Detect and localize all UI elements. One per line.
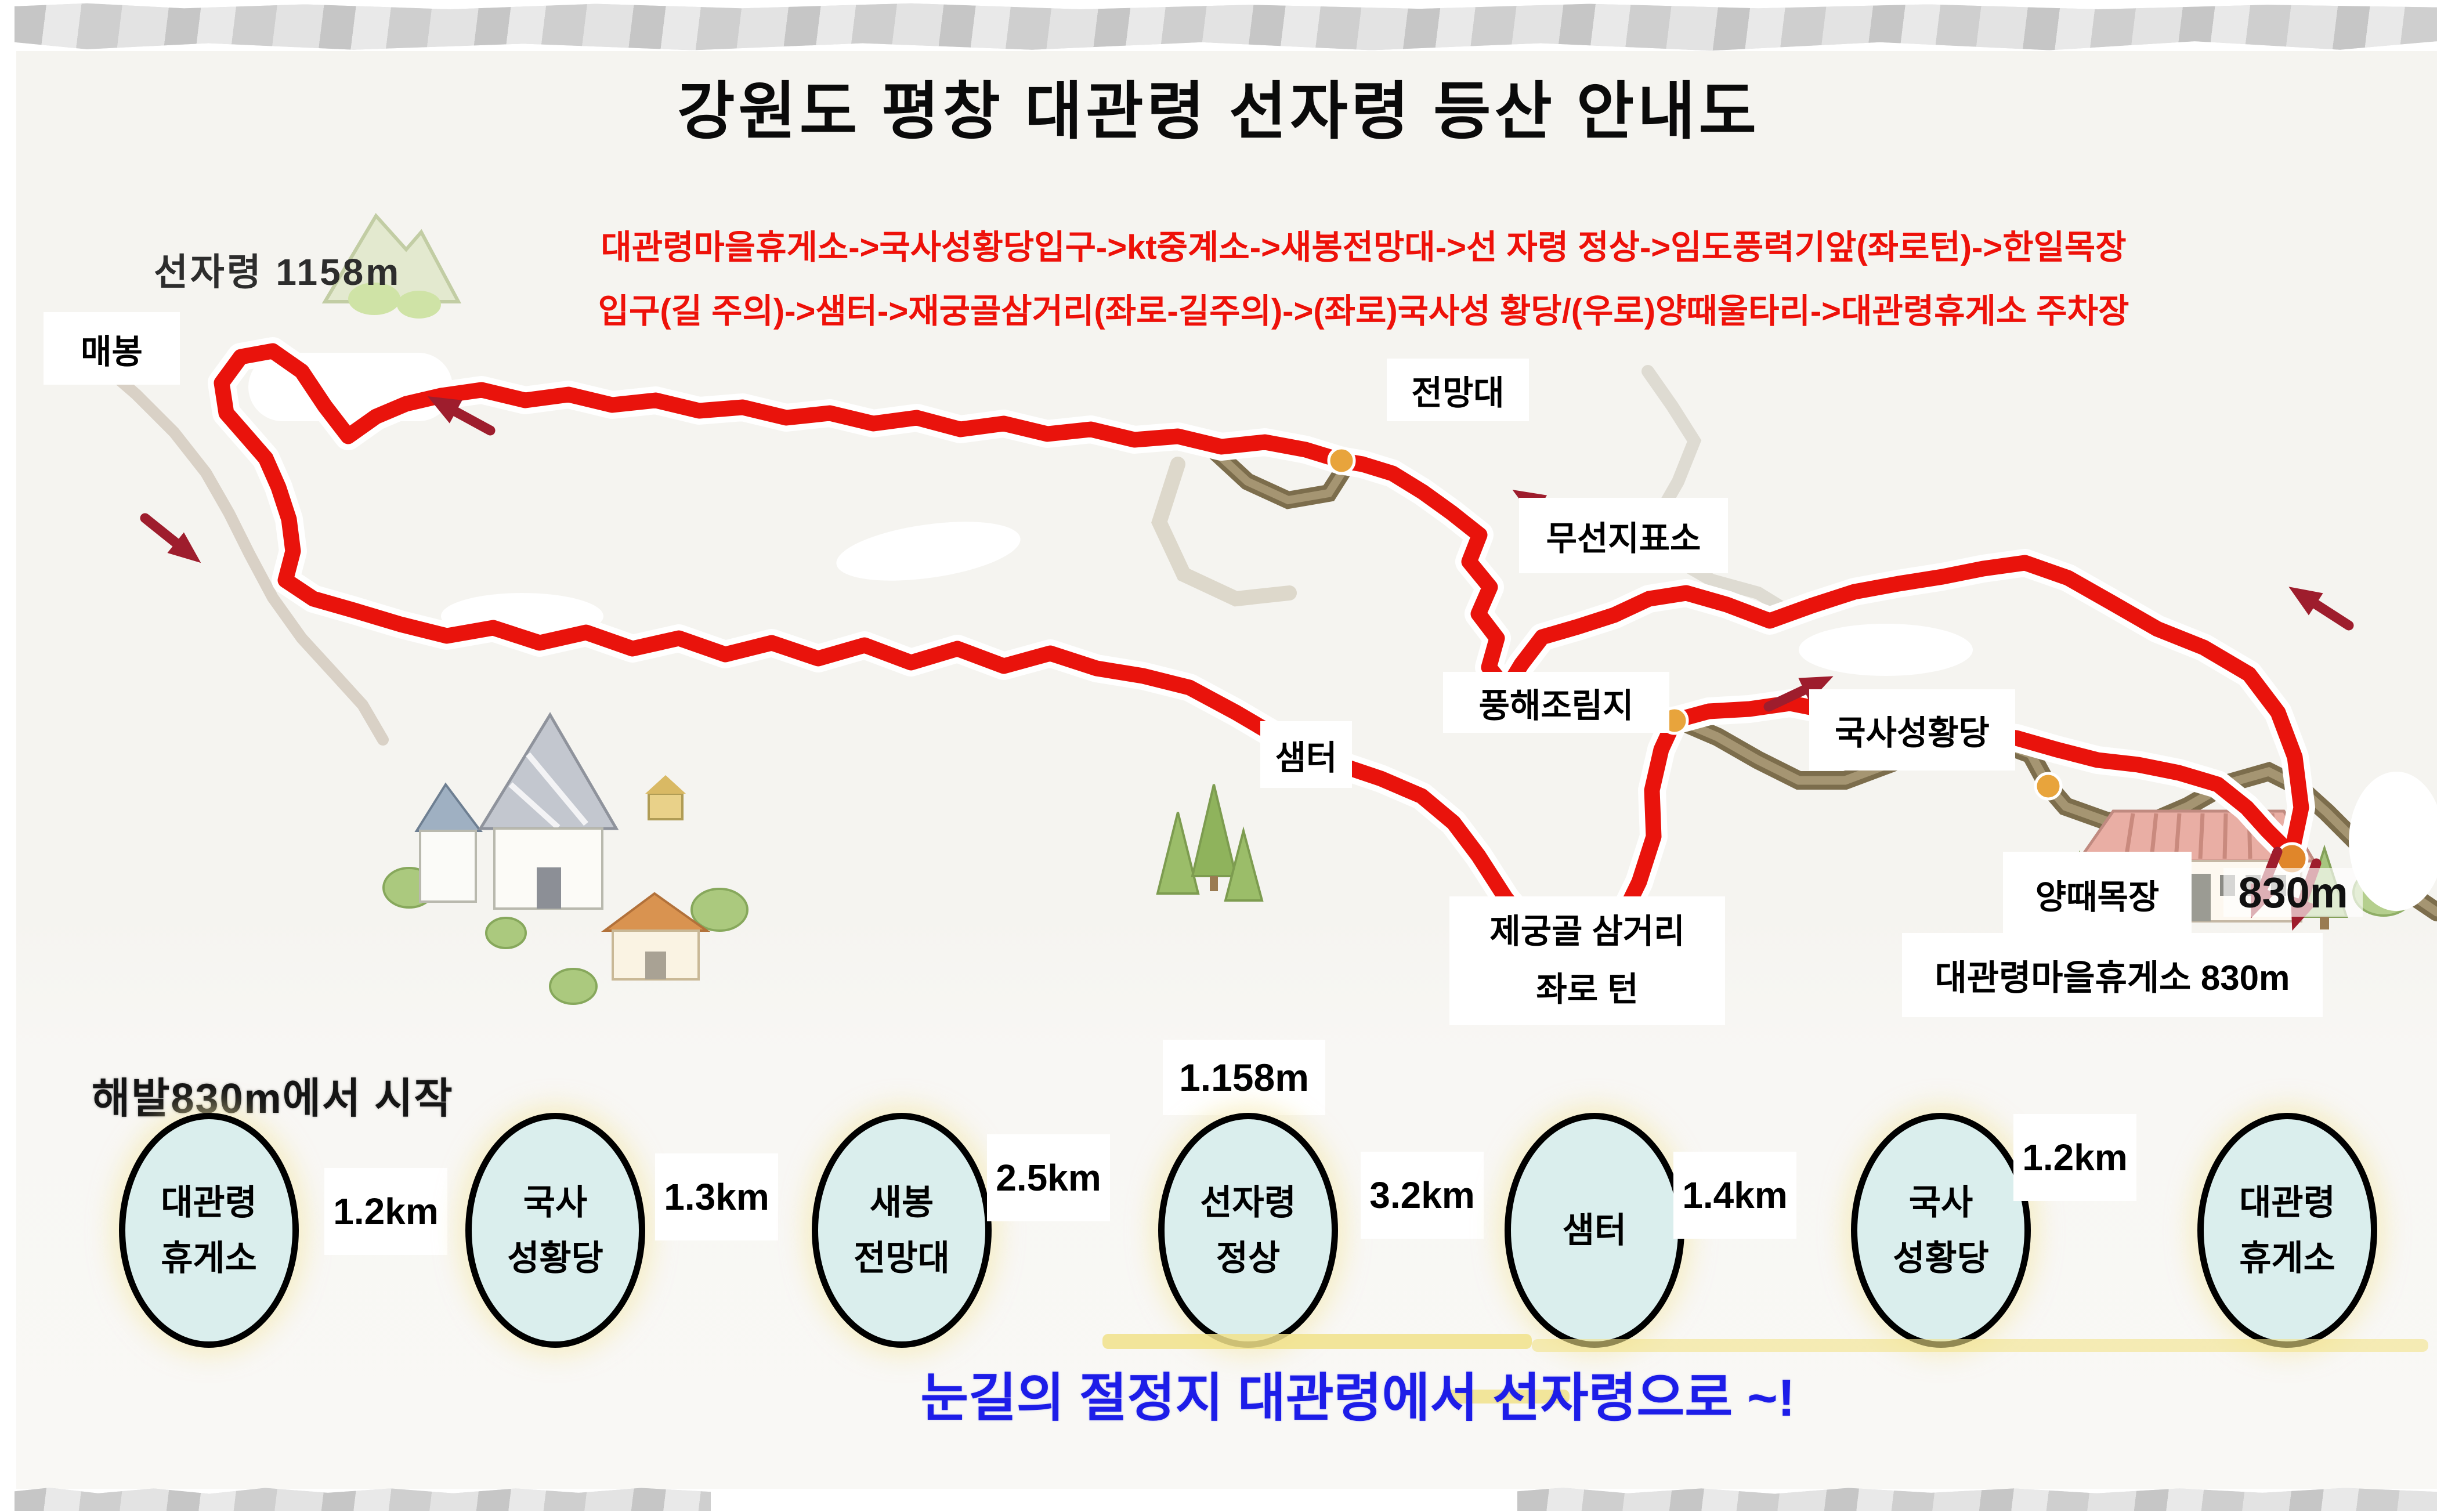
yellow-highlight-bar-3: [1448, 1390, 1570, 1404]
mountain-peak-icon: [321, 212, 461, 319]
page-title: 강원도 평창 대관령 선자령 등산 안내도: [677, 76, 1760, 146]
label-radio-beacon: 무선지표소: [1519, 498, 1728, 573]
label-maebong: 매봉: [44, 312, 180, 385]
label-jegunggol-line1: 제궁골 삼거리: [1489, 913, 1685, 950]
route-summary: 대관령마을휴게소->국사성황당입구->kt중계소->새봉전망대->선 자령 정상…: [325, 216, 2402, 343]
distance-badge-3: 2.5km: [987, 1134, 1110, 1221]
faint-road-scurve: [1641, 365, 1800, 621]
torn-paper-edge-bottom-right: [1517, 1488, 2437, 1511]
conifer-trees-spring: [1156, 784, 1264, 902]
label-summit-elevation: 선자령 1158m: [154, 251, 402, 293]
label-jegunggol-junction: 제궁골 삼거리 좌로 턴: [1449, 896, 1725, 1025]
course-stop-spring: 샘터: [1505, 1113, 1684, 1348]
label-jegunggol-line2: 좌로 턴: [1536, 971, 1639, 1008]
route-summary-line1: 대관령마을휴게소->국사성황당입구->kt중계소->새봉전망대->선 자령 정상…: [601, 229, 2127, 266]
distance-badge-2: 1.3km: [655, 1153, 778, 1240]
waypoint-dot-observatory: [1327, 446, 1356, 475]
summit-elevation-badge: 1.158m: [1163, 1040, 1325, 1115]
route-summary-line2: 입구(길 주의)->샘터->재궁골삼거리(좌로-길주의)->(좌로)국사성 황당…: [598, 292, 2129, 330]
label-guksa-shrine: 국사성황당: [1809, 689, 2015, 771]
label-sheep-ranch: 양때목장: [2003, 852, 2192, 936]
torn-paper-edge-top: [15, 3, 2437, 51]
distance-badge-5: 1.4km: [1673, 1152, 1796, 1239]
course-stop-saebong-observatory: 새봉 전망대: [812, 1113, 992, 1348]
label-village-rest-area: 대관령마을휴게소 830m: [1902, 933, 2323, 1017]
faint-road-arc: [1151, 457, 1297, 607]
faint-road-left: [49, 319, 389, 746]
label-spring: 샘터: [1260, 721, 1352, 788]
course-heading: 해발830m에서 시작: [92, 1076, 454, 1122]
yellow-highlight-bar-2: [1532, 1339, 2428, 1352]
course-stop-guksa-shrine-1: 국사 성황당: [465, 1113, 645, 1348]
yellow-highlight-bar-1: [1102, 1334, 1532, 1349]
label-windbreak-forest: 풍해조림지: [1443, 672, 1669, 733]
village-illustration: [382, 712, 749, 1005]
course-stop-seonjaryeong-summit: 선자령 정상: [1158, 1113, 1338, 1348]
waypoint-dot-shrine: [2034, 772, 2063, 801]
waypoint-dots: [1327, 446, 2309, 876]
label-elevation-830m: 830m: [2223, 868, 2363, 917]
label-observatory: 전망대: [1387, 359, 1529, 421]
distance-badge-4: 3.2km: [1361, 1152, 1484, 1239]
course-stop-daegwallyeong-end: 대관령 휴게소: [2197, 1113, 2377, 1348]
course-stop-guksa-shrine-2: 국사 성황당: [1851, 1113, 2031, 1348]
slogan-text: 눈길의 절정지 대관령에서 선자령으로 ~!: [920, 1369, 1795, 1427]
course-stop-daegwallyeong-start: 대관령 휴게소: [119, 1113, 299, 1348]
distance-badge-6: 1.2km: [2013, 1114, 2136, 1201]
torn-paper-edge-bottom-left: [15, 1488, 711, 1511]
distance-badge-1: 1.2km: [324, 1168, 447, 1255]
